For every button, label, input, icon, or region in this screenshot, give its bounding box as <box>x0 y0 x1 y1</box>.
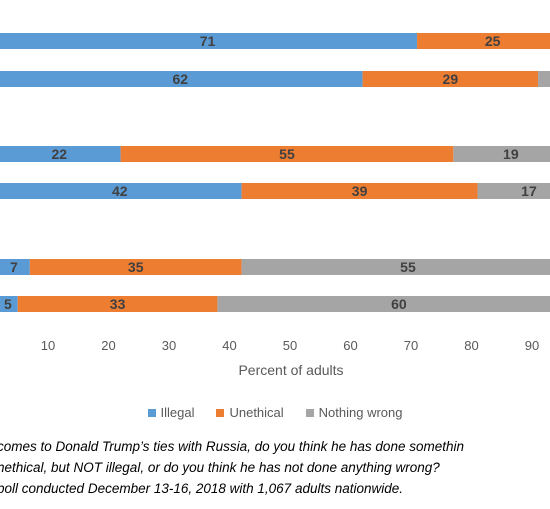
bar-unethical-row-6 <box>17 296 218 312</box>
data-label-unethical-row-5: 35 <box>128 259 144 275</box>
bar-illegal-row-2 <box>0 71 363 87</box>
bar-illegal-row-1 <box>0 33 418 49</box>
bar-unethical-row-1 <box>417 33 550 49</box>
data-label-unethical-row-4: 39 <box>352 183 368 199</box>
bar-illegal-row-5 <box>0 259 30 275</box>
footnote-line-1: comes to Donald Trump’s ties with Russia… <box>0 439 464 454</box>
data-label-nothing-wrong-row-5: 55 <box>400 259 416 275</box>
data-label-unethical-row-6: 33 <box>110 296 126 312</box>
bar-nothing-wrong-row-4 <box>477 183 550 199</box>
data-label-illegal-row-6: 5 <box>4 296 12 312</box>
bar-unethical-row-4 <box>241 183 478 199</box>
x-tick-label-80: 80 <box>464 338 478 353</box>
x-tick-label-70: 70 <box>404 338 418 353</box>
legend-item-illegal: Illegal <box>147 405 195 420</box>
data-label-nothing-wrong-row-4: 17 <box>521 183 537 199</box>
legend-swatch-unethical <box>216 408 225 417</box>
bar-nothing-wrong-row-2 <box>538 71 550 87</box>
bar-illegal-row-6 <box>0 296 18 312</box>
bar-nothing-wrong-row-6 <box>217 296 550 312</box>
legend-label-illegal: Illegal <box>160 405 195 420</box>
footnote-line-2: nethical, but NOT illegal, or do you thi… <box>0 460 440 475</box>
bar-illegal-row-3 <box>0 146 121 162</box>
x-tick-label-30: 30 <box>162 338 176 353</box>
x-tick-label-20: 20 <box>101 338 115 353</box>
legend-item-nothing-wrong: Nothing wrong <box>305 405 403 420</box>
bar-unethical-row-2 <box>362 71 539 87</box>
data-label-illegal-row-3: 22 <box>52 146 68 162</box>
data-label-unethical-row-2: 29 <box>443 71 459 87</box>
data-label-illegal-row-2: 62 <box>173 71 189 87</box>
x-tick-label-10: 10 <box>41 338 55 353</box>
legend: Illegal Unethical Nothing wrong <box>0 405 550 420</box>
x-tick-label-90: 90 <box>525 338 539 353</box>
data-label-nothing-wrong-row-3: 19 <box>503 146 519 162</box>
footnote: comes to Donald Trump’s ties with Russia… <box>0 436 550 499</box>
bar-illegal-row-4 <box>0 183 242 199</box>
legend-swatch-nothing-wrong <box>305 408 314 417</box>
footnote-line-3: poll conducted December 13-16, 2018 with… <box>0 481 404 496</box>
bar-unethical-row-3 <box>120 146 454 162</box>
data-label-illegal-row-1: 71 <box>200 33 216 49</box>
bars-layer <box>0 33 550 312</box>
data-label-unethical-row-1: 25 <box>485 33 501 49</box>
data-label-illegal-row-4: 42 <box>112 183 128 199</box>
legend-item-unethical: Unethical <box>216 405 284 420</box>
x-tick-label-50: 50 <box>283 338 297 353</box>
data-label-unethical-row-3: 55 <box>279 146 295 162</box>
x-tick-label-40: 40 <box>222 338 236 353</box>
legend-label-nothing-wrong: Nothing wrong <box>318 405 403 420</box>
x-axis-title: Percent of adults <box>238 362 343 378</box>
legend-label-unethical: Unethical <box>229 405 284 420</box>
legend-swatch-illegal <box>147 408 156 417</box>
bar-unethical-row-5 <box>29 259 242 275</box>
bar-nothing-wrong-row-5 <box>241 259 550 275</box>
x-tick-label-60: 60 <box>343 338 357 353</box>
data-label-nothing-wrong-row-6: 60 <box>391 296 407 312</box>
data-label-illegal-row-5: 7 <box>10 259 18 275</box>
bar-nothing-wrong-row-3 <box>453 146 550 162</box>
x-axis-ticks: 10 20 30 40 50 60 70 80 90 <box>41 338 539 353</box>
